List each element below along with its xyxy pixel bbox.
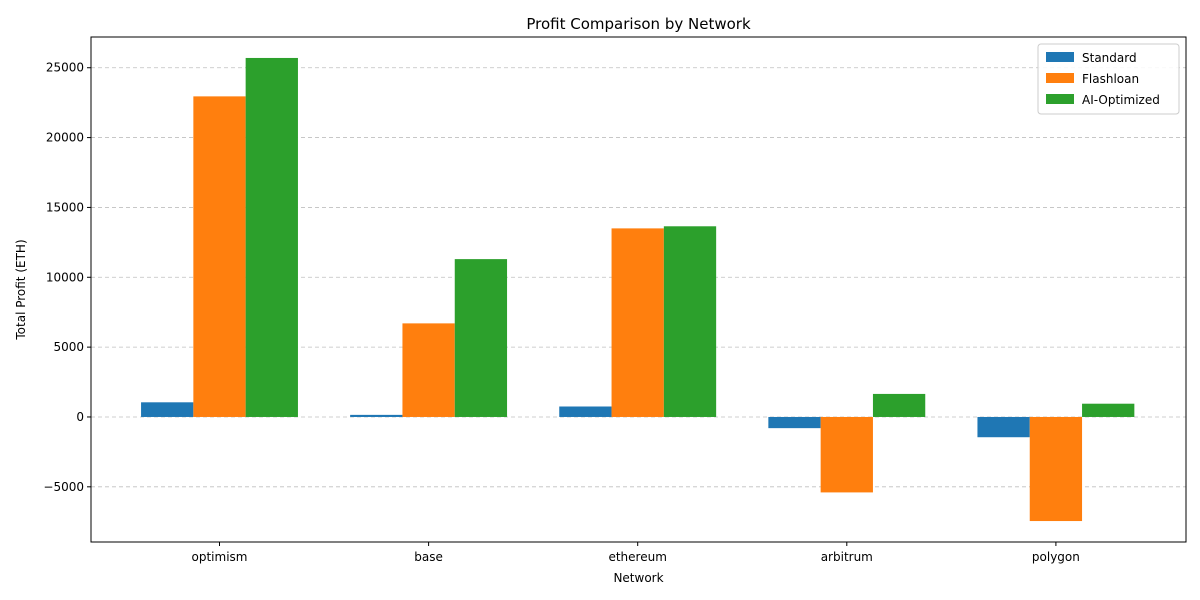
bar-base-ai-optimized <box>454 259 508 417</box>
y-tick-label: −5000 <box>43 480 84 494</box>
bar-arbitrum-standard <box>768 416 821 429</box>
x-tick-label: base <box>414 550 443 564</box>
legend-swatch-ai-optimized <box>1046 94 1074 104</box>
x-tick-label: optimism <box>192 550 248 564</box>
chart-title: Profit Comparison by Network <box>526 15 751 33</box>
bar-arbitrum-ai-optimized <box>872 393 926 417</box>
bar-base-standard <box>350 414 403 417</box>
bar-base-flashloan <box>402 323 455 417</box>
y-axis-ticks: −5000 0 5000 10000 15000 20000 25000 <box>43 61 91 494</box>
legend-swatch-flashloan <box>1046 73 1074 83</box>
legend: Standard Flashloan AI-Optimized <box>1037 43 1180 115</box>
bars <box>141 57 1135 522</box>
x-axis-label: Network <box>613 571 663 585</box>
x-tick-label: ethereum <box>608 550 666 564</box>
bar-polygon-ai-optimized <box>1082 403 1135 417</box>
bar-optimism-flashloan <box>193 96 246 417</box>
bar-optimism-ai-optimized <box>245 57 298 417</box>
bar-polygon-standard <box>977 416 1030 438</box>
bar-ethereum-ai-optimized <box>663 226 717 417</box>
y-tick-label: 10000 <box>46 270 84 284</box>
legend-label: AI-Optimized <box>1082 93 1160 107</box>
y-tick-label: 25000 <box>46 61 84 75</box>
y-tick-label: 20000 <box>46 131 84 145</box>
y-axis-label: Total Profit (ETH) <box>14 239 28 340</box>
y-tick-label: 5000 <box>53 340 84 354</box>
legend-swatch-standard <box>1046 52 1074 62</box>
bar-optimism-standard <box>141 402 194 417</box>
legend-label: Flashloan <box>1082 72 1139 86</box>
x-axis-ticks: optimism base ethereum arbitrum polygon <box>192 542 1080 564</box>
y-tick-label: 0 <box>76 410 84 424</box>
bar-ethereum-standard <box>559 406 612 417</box>
bar-arbitrum-flashloan <box>820 416 873 493</box>
bar-polygon-flashloan <box>1029 416 1083 522</box>
y-tick-label: 15000 <box>46 200 84 214</box>
x-tick-label: polygon <box>1032 550 1080 564</box>
plot-frame <box>90 36 1187 543</box>
bar-ethereum-flashloan <box>611 228 664 417</box>
x-tick-label: arbitrum <box>821 550 873 564</box>
legend-label: Standard <box>1082 51 1137 65</box>
